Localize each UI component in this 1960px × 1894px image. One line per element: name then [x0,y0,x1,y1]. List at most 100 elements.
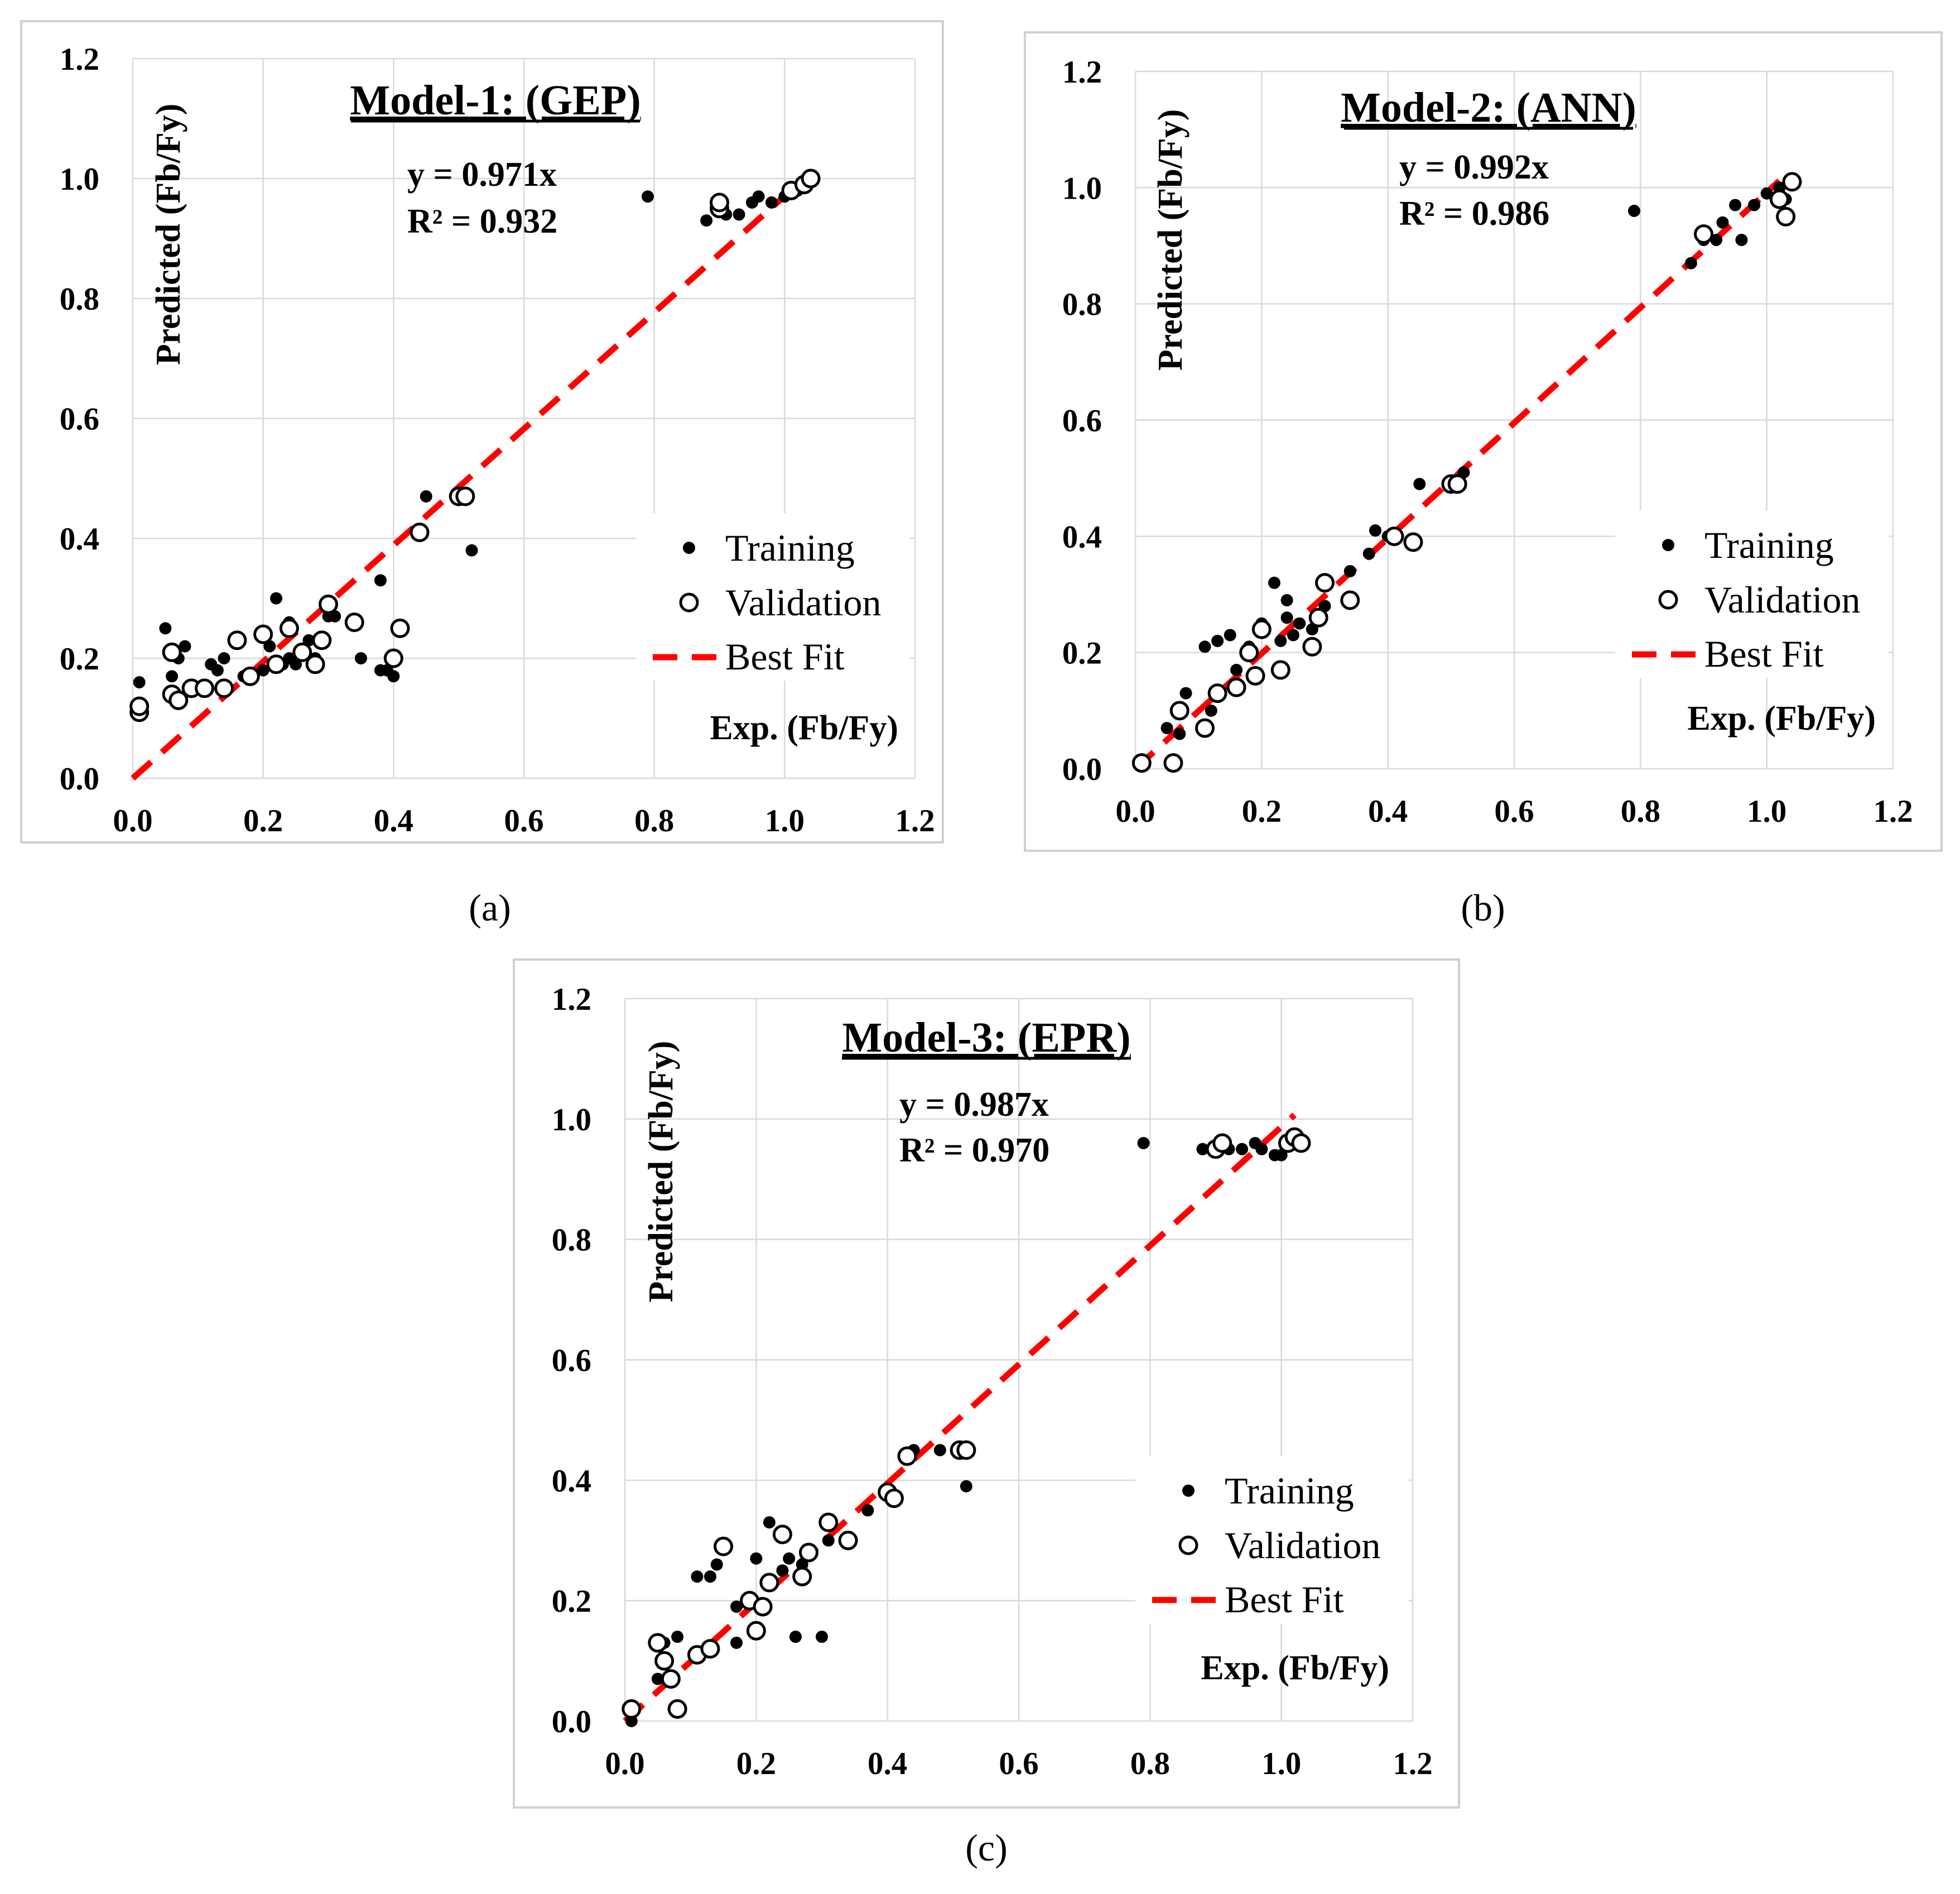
validation-point [1163,753,1183,773]
validation-point [772,1524,792,1544]
y-axis-label: Predicted (Fb/Fy) [1152,109,1190,371]
validation-point [1195,718,1215,738]
training-point [730,1600,743,1613]
validation-point [1245,666,1265,686]
validation-point [1315,573,1335,593]
validation-point [1291,1133,1311,1153]
validation-point [622,1699,642,1719]
training-point [691,1570,704,1583]
training-point [1205,704,1217,717]
training-point [816,1630,828,1643]
training-point [1710,234,1723,247]
validation-point [700,1639,720,1659]
chart-title: Model-1: (GEP) [350,77,641,124]
y-tick-label: 1.2 [60,42,99,77]
training-point [354,652,367,664]
training-point [179,640,191,653]
r-squared: R² = 0.986 [1399,195,1549,233]
training-point [420,490,432,503]
y-tick-label: 0.2 [60,642,99,677]
training-point [1173,727,1186,740]
y-tick-label: 0.6 [60,402,99,437]
validation-point [897,1446,917,1466]
training-point [1287,629,1299,642]
training-point [1280,611,1293,624]
legend-validation-marker [679,592,699,613]
validation-point [710,192,729,213]
x-tick-label: 1.0 [765,803,805,838]
validation-point [838,1530,858,1550]
y-tick-label: 0.8 [60,282,99,317]
training-point [387,670,400,683]
x-tick-label: 1.2 [1393,1746,1432,1781]
validation-point [746,1621,766,1641]
y-tick-label: 1.2 [552,982,591,1017]
training-point [211,664,224,677]
validation-point [240,666,260,686]
training-point [1369,524,1382,537]
training-point [671,1630,684,1643]
validation-point [1694,224,1713,244]
y-tick-label: 0.0 [60,762,99,797]
x-tick-label: 0.4 [868,1746,907,1781]
x-axis-label: Exp. (Fb/Fy) [1687,700,1876,738]
legend-training-marker [683,542,695,554]
training-point [933,1444,946,1457]
y-tick-label: 0.2 [552,1584,591,1619]
legend: Training Validation Best Fit [1615,510,1889,678]
x-tick-label: 1.2 [895,803,935,838]
validation-point [801,168,821,189]
validation-point [1207,683,1227,703]
validation-point [1169,701,1190,721]
chart-panel-2: 0.0 0.2 0.4 0.6 0.8 1.0 1.2 0.0 0.2 0.4 0.6 0.8 1.0 1… [1024,31,1943,929]
training-point [733,208,745,221]
validation-point [884,1488,904,1509]
panel-caption: (b) [1461,886,1505,929]
validation-point [1384,526,1404,546]
training-point [1230,663,1243,676]
best-fit-line [623,1112,1297,1724]
fit-equation: y = 0.971x [407,156,557,194]
validation-point [818,1512,839,1532]
y-tick-label: 0.8 [1062,287,1102,322]
training-point [1413,478,1426,490]
validation-point [1776,206,1796,226]
x-tick-label: 0.0 [1115,794,1155,829]
training-point [822,1534,835,1547]
training-point [1735,234,1748,247]
training-point [960,1480,972,1493]
training-point [1628,205,1641,217]
x-tick-label: 0.2 [736,1746,776,1781]
training-point [641,190,654,203]
legend-training-marker [1182,1485,1195,1497]
training-point [1160,722,1173,735]
x-tick-label: 0.2 [243,803,283,838]
validation-point [319,594,338,614]
validation-point [410,522,430,542]
legend-validation-marker [1658,590,1678,610]
validation-point [455,486,475,507]
validation-point [1769,189,1789,209]
legend-training-marker [1662,539,1674,551]
validation-point [1226,677,1246,697]
legend: Training Validation Best Fit [636,513,909,681]
x-tick-label: 0.4 [374,803,413,838]
x-tick-label: 0.8 [634,803,674,838]
training-point [374,574,387,587]
legend-training-label: Training [725,527,855,569]
best-fit-line [131,182,800,781]
training-point [1268,576,1280,589]
training-point [1255,1143,1268,1155]
validation-point [956,1440,976,1460]
panel-caption: (a) [469,886,511,929]
x-tick-label: 0.8 [1130,1746,1170,1781]
validation-point [667,1699,687,1719]
x-tick-label: 1.0 [1747,794,1786,829]
legend-best-fit-label: Best Fit [725,635,845,678]
fit-equation: y = 0.992x [1399,148,1549,186]
validation-point [1403,532,1423,552]
x-tick-label: 1.0 [1261,1746,1301,1781]
training-point [1760,187,1773,200]
validation-point [390,618,410,638]
x-axis-label: Exp. (Fb/Fy) [710,709,898,747]
